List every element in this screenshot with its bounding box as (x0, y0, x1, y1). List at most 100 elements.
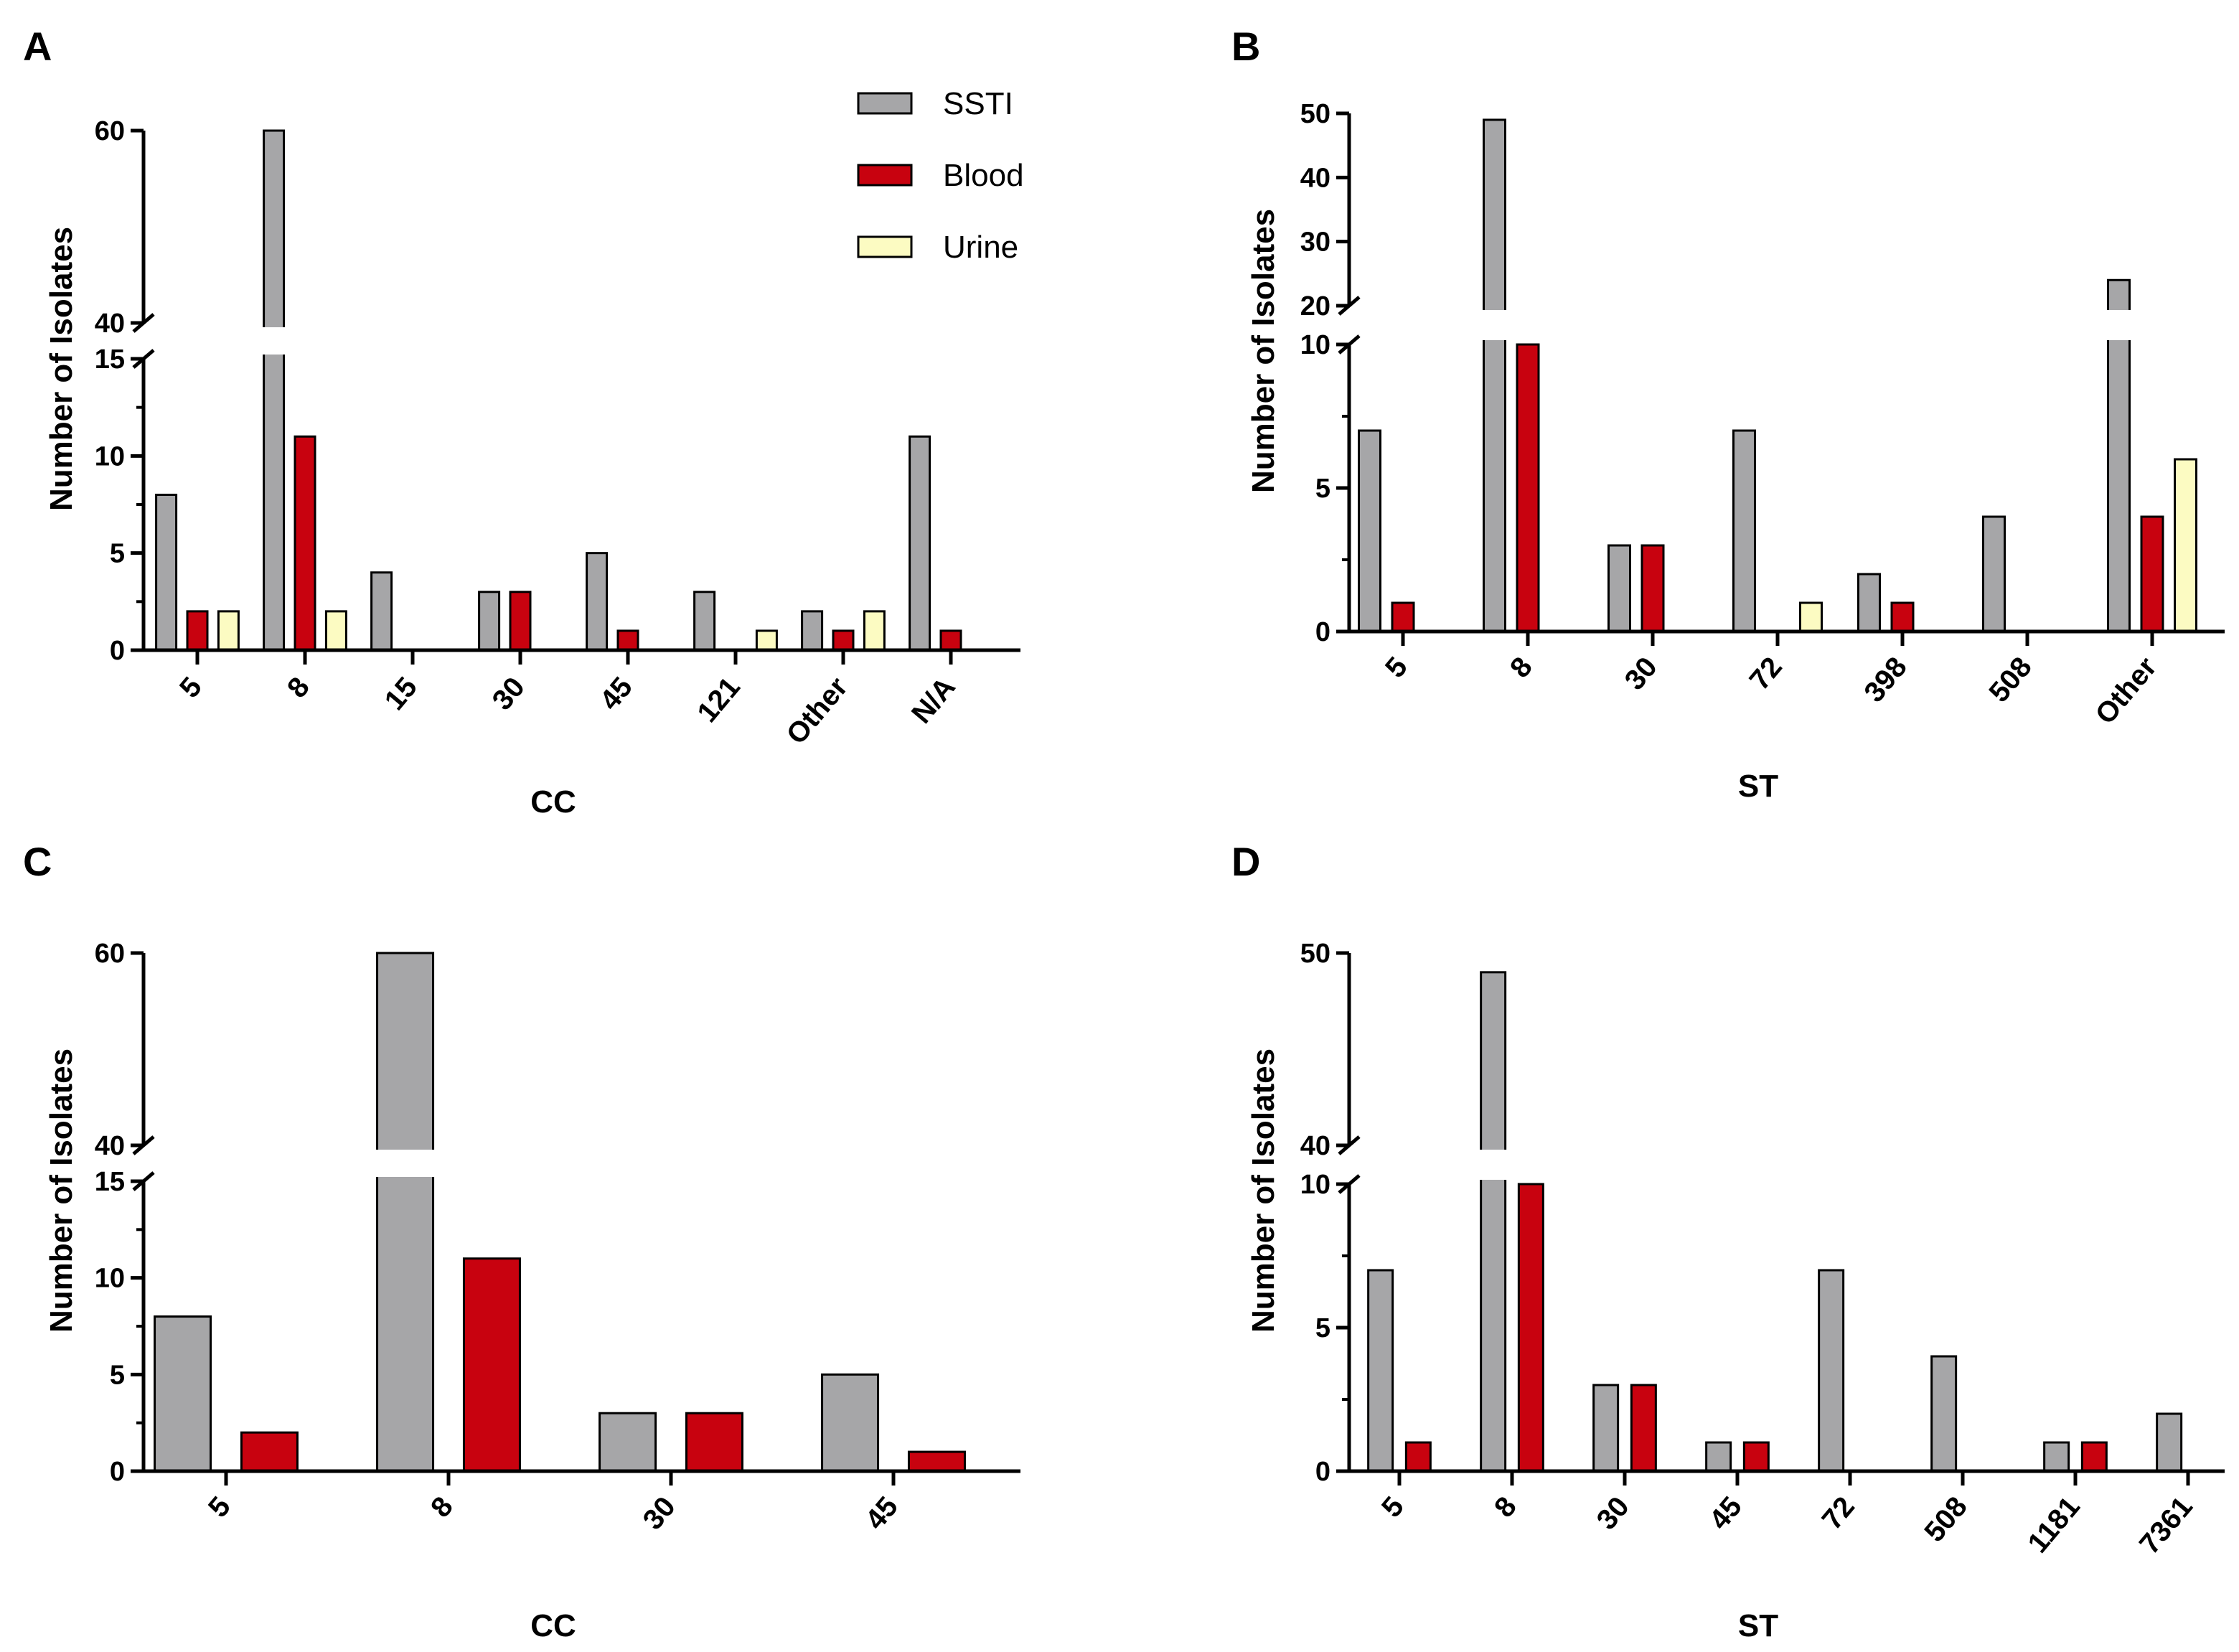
bar-ssti-15 (370, 571, 393, 652)
bar-blood-45 (616, 629, 639, 652)
x-tick-label: 45 (860, 1491, 904, 1536)
x-tick-label: N/A (906, 672, 962, 730)
x-axis-title: ST (1738, 1608, 1778, 1643)
bar-ssti-45 (821, 1373, 880, 1473)
bar-blood-398 (1890, 601, 1915, 633)
x-tick-label: 72 (1816, 1491, 1861, 1536)
bar-ssti-1181 (2043, 1441, 2070, 1473)
bar-break-gap (374, 1150, 436, 1177)
y-tick-label: 15 (95, 344, 125, 375)
panel-label: B (1231, 24, 1260, 69)
y-tick-label: 5 (110, 1360, 125, 1390)
bar-urine-other (2174, 458, 2197, 633)
x-tick-label: 8 (281, 672, 316, 704)
bar-ssti-45 (1705, 1441, 1732, 1473)
x-tick-label: 30 (1619, 652, 1663, 696)
bar-blood-30 (1630, 1384, 1657, 1473)
y-tick-label: 15 (95, 1167, 125, 1197)
y-tick-label: 5 (1315, 1313, 1330, 1343)
bar-blood-30 (1640, 544, 1665, 633)
y-tick-label: 10 (95, 441, 125, 471)
bar-blood-8 (1516, 343, 1540, 633)
y-tick-label: 20 (1300, 291, 1330, 322)
panel-label: C (23, 839, 52, 884)
y-axis-title: Number of Isolates (44, 1048, 79, 1333)
bar-blood-45 (1742, 1441, 1770, 1473)
y-tick-label: 0 (110, 1457, 125, 1487)
bar-ssti-other (801, 610, 824, 652)
y-tick-label: 10 (95, 1264, 125, 1294)
bar-ssti-na (909, 435, 931, 652)
bar-ssti-5 (1367, 1269, 1394, 1473)
y-tick-label: 0 (1315, 617, 1330, 647)
bar-ssti-508 (1982, 515, 2006, 633)
bar-ssti-8 (376, 952, 435, 1473)
bar-blood-5 (186, 610, 209, 652)
y-tick-label: 40 (1300, 1131, 1330, 1161)
y-axis-title: Number of Isolates (1246, 209, 1281, 493)
bar-break-gap (1480, 310, 1508, 340)
y-tick-label: 5 (1315, 474, 1330, 504)
bar-ssti-5 (155, 493, 178, 652)
bar-urine-121 (755, 629, 778, 652)
y-tick-label: 0 (110, 636, 125, 666)
x-axis-title: CC (530, 1608, 576, 1643)
x-tick-label: 1181 (2022, 1491, 2085, 1559)
panel-c: C 0 5 10 15 40 60 5 8 30 45 CC Number of Isolates (23, 839, 1020, 1643)
panel-label: A (23, 24, 52, 69)
x-axis-title: ST (1738, 769, 1778, 804)
x-tick-label: 508 (1918, 1491, 1973, 1548)
x-tick-label: 5 (174, 672, 208, 704)
bar-blood-8 (1517, 1183, 1544, 1473)
y-tick-label: 30 (1300, 227, 1330, 258)
x-tick-label: 30 (637, 1491, 682, 1536)
bar-ssti-121 (693, 591, 716, 652)
bar-break-gap (1478, 1150, 1508, 1180)
y-tick-label: 60 (95, 116, 125, 146)
panel-b: B 0 5 10 20 30 40 50 5 8 30 72 398 508 Other ST Number o… (1231, 24, 2225, 804)
x-tick-label: 5 (1376, 1491, 1410, 1524)
y-tick-label: 50 (1300, 939, 1330, 969)
bar-ssti-508 (1930, 1355, 1958, 1473)
y-tick-label: 40 (95, 309, 125, 339)
bar-ssti-8 (263, 129, 286, 652)
y-tick-label: 0 (1315, 1457, 1330, 1487)
legend-swatch-urine (857, 235, 913, 258)
y-tick-label: 10 (1300, 330, 1330, 360)
x-tick-label: 30 (487, 672, 531, 716)
x-tick-label: 7361 (2134, 1491, 2199, 1560)
bar-blood-na (939, 629, 962, 652)
bar-blood-30 (685, 1412, 743, 1473)
x-tick-label: 121 (691, 672, 746, 728)
bar-break-gap (260, 327, 287, 355)
x-tick-label: 45 (1704, 1491, 1748, 1536)
bar-blood-5 (1391, 601, 1415, 633)
y-tick-label: 5 (110, 539, 125, 569)
x-tick-label: 8 (425, 1491, 459, 1524)
y-tick-label: 60 (95, 939, 125, 969)
panel-a: A 0 5 10 15 40 60 5 8 15 30 45 121 Other N/A CC Number o… (23, 24, 1020, 820)
y-axis-title: Number of Isolates (44, 227, 79, 511)
x-tick-label: 72 (1744, 652, 1788, 696)
bar-ssti-8 (1480, 971, 1507, 1473)
bar-break-gap (2105, 310, 2133, 340)
bar-blood-8 (462, 1257, 521, 1473)
panel-d: D 0 5 10 40 50 5 8 30 45 72 508 1181 7361 ST Number of … (1231, 839, 2225, 1643)
bar-ssti-398 (1857, 573, 1881, 633)
x-tick-label: 15 (379, 672, 423, 716)
x-tick-label: 8 (1488, 1491, 1523, 1524)
legend-label-ssti: SSTI (943, 86, 1013, 121)
bar-ssti-72 (1818, 1269, 1845, 1473)
x-tick-label: 5 (202, 1491, 237, 1524)
bar-ssti-5 (154, 1315, 212, 1473)
x-axis-title: CC (530, 784, 576, 820)
bar-ssti-45 (586, 552, 609, 652)
bar-urine-other (863, 610, 886, 652)
y-tick-label: 40 (1300, 163, 1330, 193)
bar-blood-30 (509, 591, 532, 652)
legend: SSTI Blood Urine (857, 86, 1024, 265)
bar-ssti-72 (1732, 429, 1756, 633)
bar-blood-other (832, 629, 855, 652)
legend-swatch-blood (857, 164, 913, 187)
